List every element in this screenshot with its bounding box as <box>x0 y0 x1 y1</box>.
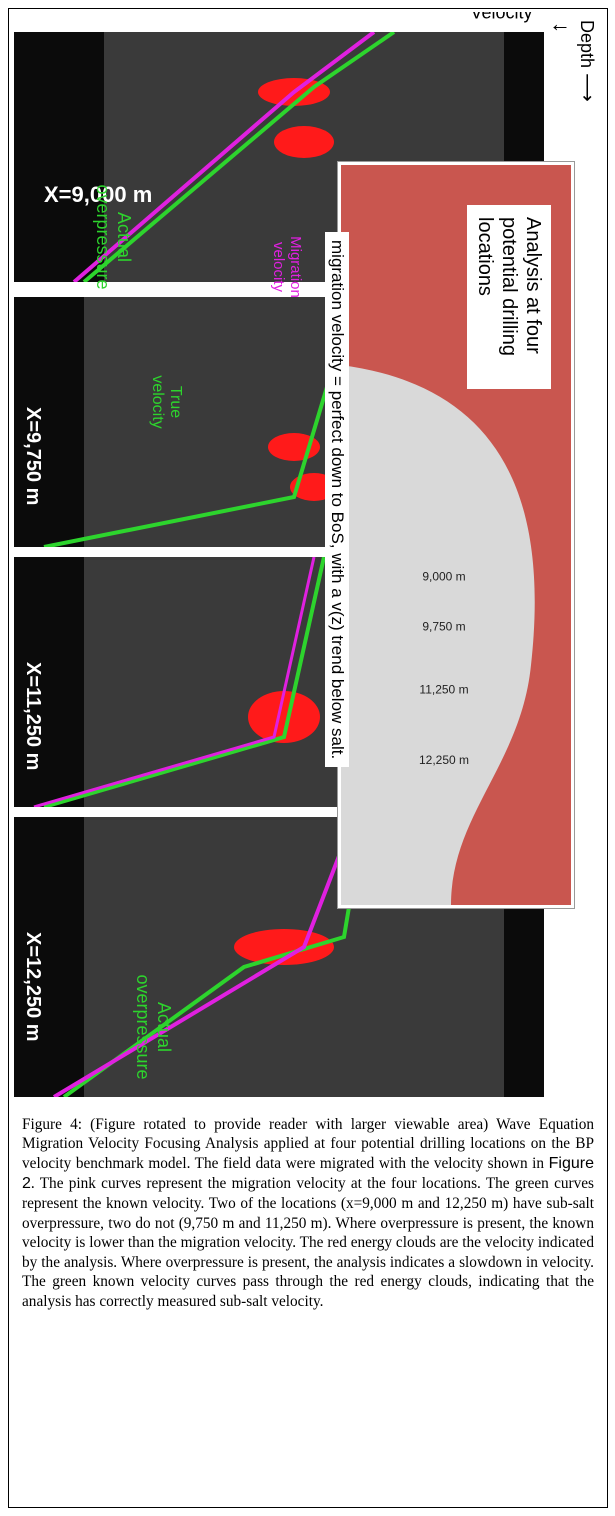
location-9750: 9,750 m <box>422 619 466 634</box>
actual-overpressure-label-2: Actual overpressure <box>133 974 174 1080</box>
panel-title-2: X=9,750 m <box>22 407 44 506</box>
energy-cloud <box>248 691 320 743</box>
location-9000: 9,000 m <box>422 569 466 584</box>
true-velocity-curve <box>82 32 396 282</box>
migration-velocity-curve <box>33 557 316 807</box>
drilling-location-map: Analysis at four potential drilling loca… <box>338 162 574 908</box>
figure-canvas: Depth ⟶ ↓ Velocity X=9,000 m <box>12 12 604 1102</box>
caption-figure-ref: Figure 2 <box>22 1154 594 1193</box>
caption-part-1: Figure 4: (Figure rotated to provide rea… <box>22 1116 594 1172</box>
salt-body <box>341 365 535 905</box>
true-velocity-curve <box>43 557 326 807</box>
rotated-figure: Depth ⟶ ↓ Velocity X=9,000 m <box>12 12 604 1102</box>
map-title-box: Analysis at four potential drilling loca… <box>467 205 551 389</box>
energy-cloud <box>274 126 334 158</box>
actual-overpressure-label-1: Actual overpressure <box>93 184 134 290</box>
true-velocity-label: True velocity <box>148 375 184 429</box>
migration-velocity-curve <box>72 32 376 282</box>
figure-caption: Figure 4: (Figure rotated to provide rea… <box>22 1115 594 1311</box>
panel-title-3: X=11,250 m <box>22 662 44 771</box>
location-12250: 12,250 m <box>418 753 470 768</box>
migration-velocity-label: Migration velocity <box>269 236 304 298</box>
panel-title-4: X=12,250 m <box>22 932 44 1042</box>
caption-part-2: . The pink curves represent the migratio… <box>22 1175 594 1310</box>
map-banner: migration velocity = perfect down to BoS… <box>325 232 349 768</box>
migration-velocity-curve <box>52 817 356 1097</box>
location-11250: 11,250 m <box>419 682 469 697</box>
